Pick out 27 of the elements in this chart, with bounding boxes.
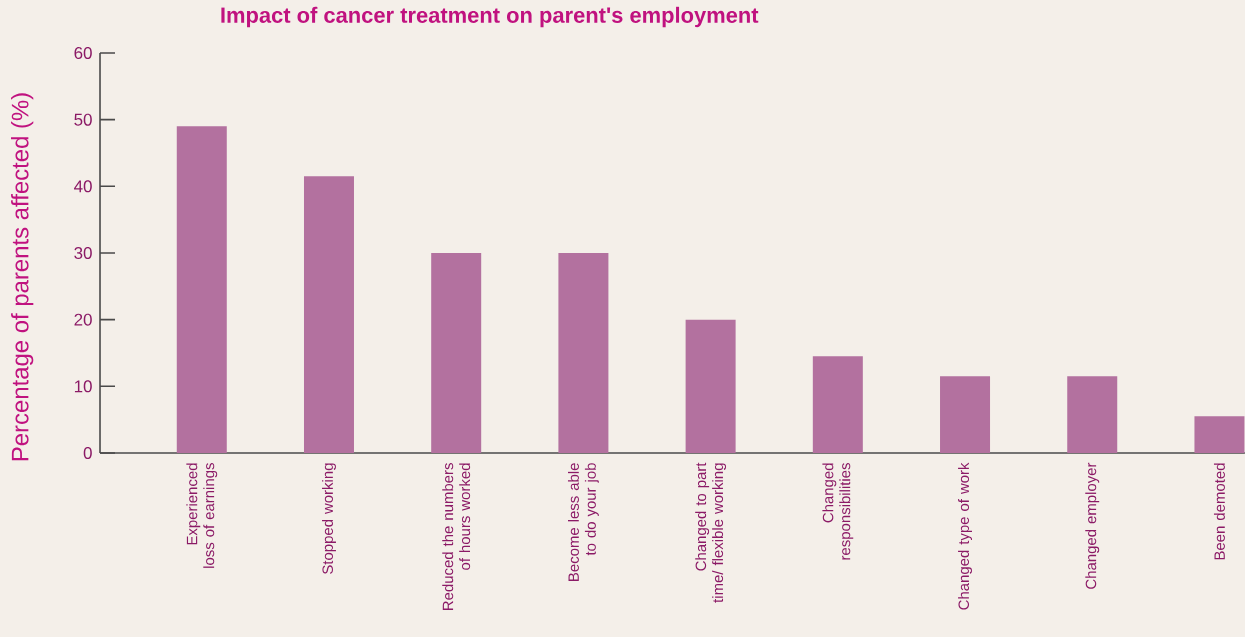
- x-tick-label: Reduced the numbers of hours worked: [442, 463, 471, 610]
- bar: [558, 252, 609, 453]
- x-tick-label: Changed type of work: [958, 462, 972, 610]
- y-tick-label: 0: [83, 446, 92, 459]
- chart-title: Impact of cancer treatment on parent's employment: [221, 6, 759, 28]
- bar: [1194, 416, 1245, 453]
- bar: [940, 376, 991, 453]
- y-tick-label: 30: [74, 246, 92, 259]
- x-tick-label: Stopped working: [322, 463, 336, 574]
- bar: [431, 252, 482, 453]
- y-tick-label: 10: [74, 380, 92, 393]
- x-tick-label: Become less able to do your job: [567, 463, 599, 581]
- bar: [176, 126, 227, 453]
- bar: [1067, 376, 1118, 453]
- y-tick-label: 20: [74, 313, 92, 326]
- bar: [303, 176, 354, 453]
- x-tick-label: Experienced loss of earnings: [186, 463, 218, 568]
- y-axis-title: Percentage of parents affected (%): [11, 93, 34, 461]
- y-tick-label: 40: [74, 180, 92, 193]
- y-tick-label: 60: [74, 46, 92, 59]
- x-tick-label: Changed employer: [1085, 462, 1100, 589]
- bar: [812, 356, 863, 453]
- bar: [685, 319, 736, 453]
- x-tick-label: Changed to part time/ flexible working: [695, 462, 727, 603]
- x-tick-label: Changed responsibilities: [822, 463, 854, 560]
- x-tick-label: Been demoted: [1213, 463, 1225, 560]
- y-tick-label: 50: [74, 113, 92, 126]
